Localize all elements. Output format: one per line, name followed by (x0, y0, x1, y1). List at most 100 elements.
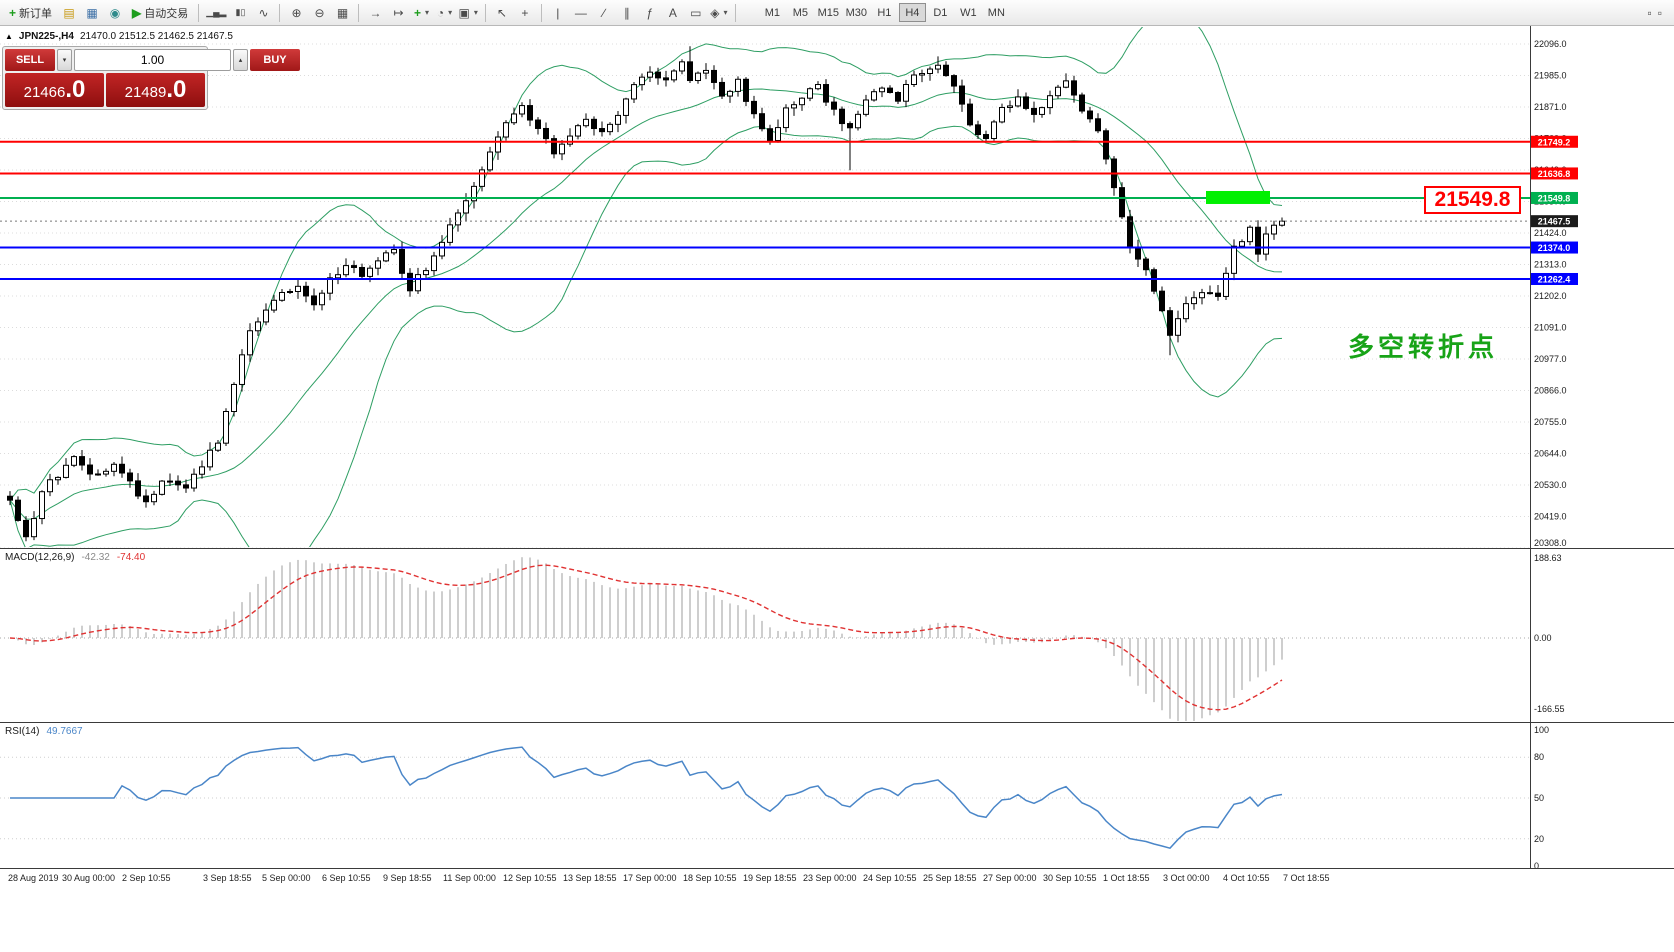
turning-point-annotation: 多空转折点 (1348, 332, 1499, 362)
svg-text:4 Oct 10:55: 4 Oct 10:55 (1223, 873, 1270, 883)
tick-direction-icon: ▲ (5, 32, 13, 41)
svg-text:30 Sep 10:55: 30 Sep 10:55 (1043, 873, 1097, 883)
svg-text:188.63: 188.63 (1534, 553, 1562, 563)
crosshair-icon: + (521, 5, 529, 20)
highlight-zone (1206, 190, 1270, 204)
timeframe-m1[interactable]: M1 (764, 6, 780, 19)
macd-layer (0, 557, 1530, 721)
line-chart-icon: ∿ (258, 5, 269, 20)
timeframe-d1[interactable]: D1 (933, 6, 948, 19)
svg-text:2 Sep 10:55: 2 Sep 10:55 (122, 873, 171, 883)
chart-symbol-info: ▲ JPN225-,H4 21470.0 21512.5 21462.5 214… (5, 31, 233, 42)
macd-header: MACD(12,26,9) -42.32 -74.40 (5, 552, 145, 563)
toolbar-separator (484, 3, 486, 22)
toolbar-separator (734, 3, 736, 22)
auto-scroll-button[interactable]: → (364, 3, 386, 23)
label-tool-button[interactable]: ▭ (685, 3, 707, 23)
fibonacci-icon: ƒ (646, 5, 654, 20)
zoom-in-button[interactable]: ⊕ (285, 3, 307, 23)
timeframe-h4[interactable]: H4 (898, 3, 926, 22)
new-order-button[interactable]: + 新订单 (4, 3, 57, 23)
text-tool-button[interactable]: A (662, 3, 684, 23)
chrome-layer: 28 Aug 2019 30 Aug 00:00 2 Sep 10:55 3 Sep … (0, 26, 1674, 883)
window-list-icon[interactable]: ▫ (1657, 5, 1662, 20)
svg-text:21424.0: 21424.0 (1534, 228, 1567, 238)
line-chart-button[interactable]: ∿ (252, 3, 274, 23)
svg-text:21636.8: 21636.8 (1538, 169, 1571, 179)
sell-price-main: 21466 (23, 84, 66, 101)
sell-price-button[interactable]: 21466.0 (5, 73, 104, 107)
indicators-button[interactable]: + ▾ (410, 3, 432, 23)
dock-panel-icon[interactable]: ▫ (1647, 5, 1652, 20)
vertical-line-button[interactable]: | (547, 3, 569, 23)
crosshair-button[interactable]: + (514, 3, 536, 23)
buy-button[interactable]: BUY (250, 49, 300, 71)
arrows-tool-button[interactable]: ◈ ▾ (708, 3, 730, 23)
templates-button[interactable]: ▣ ▾ (456, 3, 479, 23)
macd-title: MACD(12,26,9) (5, 552, 75, 563)
profiles-button[interactable]: ▤ (58, 3, 80, 23)
svg-text:12 Sep 10:55: 12 Sep 10:55 (503, 873, 557, 883)
channel-icon: ∥ (623, 5, 630, 20)
chevron-down-icon: ▾ (723, 8, 728, 17)
chart-shift-icon: ↦ (393, 5, 404, 20)
timeframe-w1[interactable]: W1 (960, 6, 977, 19)
buy-price-frac: .0 (166, 76, 187, 103)
zoom-out-button[interactable]: ⊖ (308, 3, 330, 23)
volume-increase-button[interactable]: ▴ (233, 49, 248, 71)
toolbar-right-group: ▫ ▫ (1647, 7, 1670, 19)
tile-windows-button[interactable]: ▦ (331, 3, 353, 23)
svg-text:21467.5: 21467.5 (1538, 217, 1571, 227)
volume-decrease-button[interactable]: ▾ (57, 49, 72, 71)
navigator-button[interactable]: ◉ (104, 3, 126, 23)
arrows-tool-icon: ◈ (710, 5, 720, 20)
svg-text:21374.0: 21374.0 (1538, 243, 1571, 253)
horizontal-line-button[interactable]: — (570, 3, 592, 23)
text-tool-icon: A (668, 5, 677, 20)
navigator-icon: ◉ (109, 5, 121, 20)
trendline-button[interactable]: ∕ (593, 3, 615, 23)
timeframe-mn[interactable]: MN (987, 6, 1005, 19)
buy-price-button[interactable]: 21489.0 (106, 73, 205, 107)
macd-value: -42.32 (81, 552, 110, 563)
sell-button[interactable]: SELL (5, 49, 55, 71)
timeframe-m30[interactable]: M30 (845, 6, 868, 19)
rsi-layer (0, 746, 1530, 850)
rsi-title: RSI(14) (5, 726, 40, 737)
price-callout-label: 21549.8 (1424, 186, 1521, 214)
volume-input[interactable] (74, 49, 231, 71)
auto-trading-button[interactable]: ▶ 自动交易 (127, 3, 193, 23)
svg-text:0: 0 (1534, 861, 1539, 871)
candlestick-chart-button[interactable]: ▮▯ (229, 3, 251, 23)
cursor-button[interactable]: ↖ (491, 3, 513, 23)
svg-text:6 Sep 10:55: 6 Sep 10:55 (322, 873, 371, 883)
tile-windows-icon: ▦ (336, 5, 349, 20)
chevron-down-icon: ▾ (448, 8, 453, 17)
zoom-in-icon: ⊕ (291, 5, 302, 20)
svg-text:3 Sep 18:55: 3 Sep 18:55 (203, 873, 252, 883)
toolbar-separator (358, 3, 360, 22)
symbol-ohlc: 21470.0 21512.5 21462.5 21467.5 (79, 31, 233, 42)
svg-text:20755.0: 20755.0 (1534, 417, 1567, 427)
timeframe-m5[interactable]: M5 (792, 6, 808, 19)
periods-button[interactable]: ◔ ▾ (433, 3, 455, 23)
candlestick-chart-icon: ▮▯ (235, 7, 246, 17)
svg-text:21749.2: 21749.2 (1538, 137, 1571, 147)
fibonacci-button[interactable]: ƒ (639, 3, 661, 23)
market-watch-button[interactable]: ▦ (81, 3, 103, 23)
channel-button[interactable]: ∥ (616, 3, 638, 23)
svg-text:21313.0: 21313.0 (1534, 260, 1567, 270)
timeframe-m15[interactable]: M15 (817, 6, 840, 19)
chevron-down-icon: ▾ (424, 8, 429, 17)
timeframe-h1[interactable]: H1 (877, 6, 892, 19)
rsi-header: RSI(14) 49.7667 (5, 726, 83, 737)
svg-text:20644.0: 20644.0 (1534, 449, 1567, 459)
svg-text:22096.0: 22096.0 (1534, 39, 1567, 49)
chart-shift-button[interactable]: ↦ (387, 3, 409, 23)
bar-chart-icon: ▁▄▂ (206, 7, 227, 17)
bar-chart-button[interactable]: ▁▄▂ (204, 3, 228, 23)
svg-text:80: 80 (1534, 752, 1544, 762)
svg-text:25 Sep 18:55: 25 Sep 18:55 (923, 873, 977, 883)
svg-text:100: 100 (1534, 725, 1549, 735)
